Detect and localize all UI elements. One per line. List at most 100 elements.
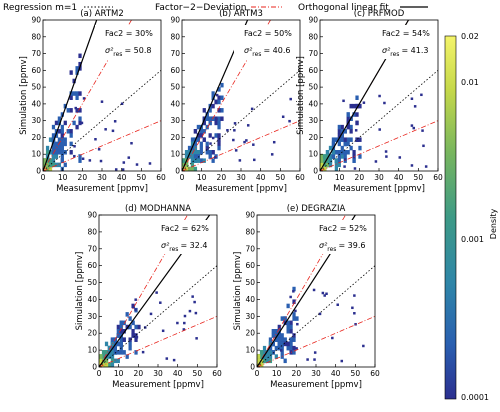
density-cell bbox=[165, 357, 169, 360]
density-cell bbox=[340, 145, 344, 151]
density-cell bbox=[378, 128, 381, 131]
density-cell bbox=[137, 324, 141, 330]
x-tick-label: 10 bbox=[272, 369, 282, 378]
density-cell bbox=[214, 133, 218, 138]
density-cells bbox=[320, 93, 428, 171]
density-cell bbox=[346, 141, 350, 147]
density-cell bbox=[277, 341, 281, 347]
regression-line bbox=[320, 70, 438, 171]
density-cell bbox=[217, 124, 221, 130]
density-cell bbox=[193, 166, 198, 171]
density-cell bbox=[72, 91, 76, 96]
density-cell bbox=[286, 303, 290, 309]
density-cell bbox=[205, 141, 209, 147]
density-cell bbox=[111, 129, 115, 133]
density-cell bbox=[214, 99, 218, 105]
density-cell bbox=[51, 145, 56, 151]
density-cell bbox=[135, 335, 139, 339]
density-cell bbox=[331, 141, 336, 147]
density-cell bbox=[196, 158, 200, 163]
density-cell bbox=[122, 320, 126, 326]
density-cell bbox=[190, 158, 195, 163]
density-cell bbox=[161, 329, 165, 333]
density-cell bbox=[378, 94, 381, 98]
y-tick-label: 80 bbox=[245, 227, 255, 236]
density-cell bbox=[349, 103, 353, 109]
y-tick-label: 30 bbox=[245, 312, 255, 321]
density-cell bbox=[343, 137, 347, 142]
y-tick-label: 50 bbox=[245, 278, 255, 287]
factor2-lower-line bbox=[257, 315, 375, 367]
density-cell bbox=[199, 145, 203, 151]
density-cell bbox=[141, 350, 145, 354]
density-cell bbox=[116, 333, 120, 338]
density-cell bbox=[51, 162, 56, 168]
density-cell bbox=[182, 158, 186, 163]
density-cell bbox=[43, 158, 47, 163]
density-cell bbox=[320, 154, 324, 159]
density-cell bbox=[268, 341, 273, 347]
density-cell bbox=[190, 150, 195, 155]
density-cell bbox=[190, 137, 195, 142]
density-cell bbox=[343, 165, 346, 168]
density-cell bbox=[205, 116, 209, 121]
density-cell bbox=[60, 141, 64, 147]
y-tick-label: 50 bbox=[170, 83, 180, 92]
density-cell bbox=[121, 168, 125, 171]
density-cell bbox=[262, 350, 267, 355]
density-cell bbox=[63, 137, 67, 142]
density-cell bbox=[69, 133, 73, 138]
x-tick-label: 10 bbox=[197, 173, 207, 182]
density-cell bbox=[60, 129, 64, 134]
density-cell bbox=[202, 137, 206, 142]
density-cell bbox=[292, 286, 296, 292]
colorbar-tick-label: 0.001 bbox=[461, 235, 484, 244]
density-cell bbox=[325, 150, 330, 155]
density-cell bbox=[385, 155, 388, 158]
density-cell bbox=[45, 150, 50, 155]
density-cell bbox=[342, 99, 345, 103]
density-cell bbox=[295, 347, 298, 350]
y-tick-label: 40 bbox=[245, 295, 255, 304]
density-cell bbox=[54, 141, 59, 147]
density-cell bbox=[321, 291, 325, 295]
density-cell bbox=[343, 129, 347, 134]
x-tick-label: 30 bbox=[311, 369, 321, 378]
density-cell bbox=[75, 91, 79, 96]
density-cell bbox=[205, 145, 209, 151]
density-cell bbox=[184, 166, 189, 171]
density-cells bbox=[182, 82, 292, 171]
density-cell bbox=[346, 116, 350, 121]
density-cell bbox=[280, 333, 284, 338]
density-cell bbox=[78, 91, 82, 96]
density-cell bbox=[346, 124, 350, 130]
density-cell bbox=[331, 154, 336, 159]
density-cell bbox=[190, 162, 195, 168]
density-cell bbox=[183, 314, 187, 318]
density-cell bbox=[196, 137, 200, 142]
density-cell bbox=[271, 341, 275, 347]
density-cell bbox=[274, 333, 278, 338]
density-cell bbox=[306, 358, 309, 361]
density-cell bbox=[63, 141, 67, 147]
density-cell bbox=[331, 137, 336, 142]
density-cell bbox=[274, 345, 278, 351]
density-cell bbox=[252, 143, 255, 146]
x-axis-label: Measurement [ppmv] bbox=[195, 184, 287, 194]
density-cell bbox=[289, 324, 293, 330]
density-cell bbox=[398, 156, 402, 159]
density-cell bbox=[199, 141, 203, 147]
density-cell bbox=[125, 354, 129, 359]
density-cell bbox=[211, 103, 215, 109]
density-cell bbox=[75, 124, 79, 130]
density-cell bbox=[220, 116, 224, 121]
density-cell bbox=[48, 166, 53, 171]
annotation-box bbox=[309, 220, 365, 254]
density-cell bbox=[292, 290, 295, 293]
density-cell bbox=[217, 116, 221, 121]
density-cell bbox=[134, 333, 137, 337]
x-tick-label: 50 bbox=[276, 173, 286, 182]
density-cell bbox=[134, 298, 137, 301]
density-cell bbox=[88, 159, 92, 162]
